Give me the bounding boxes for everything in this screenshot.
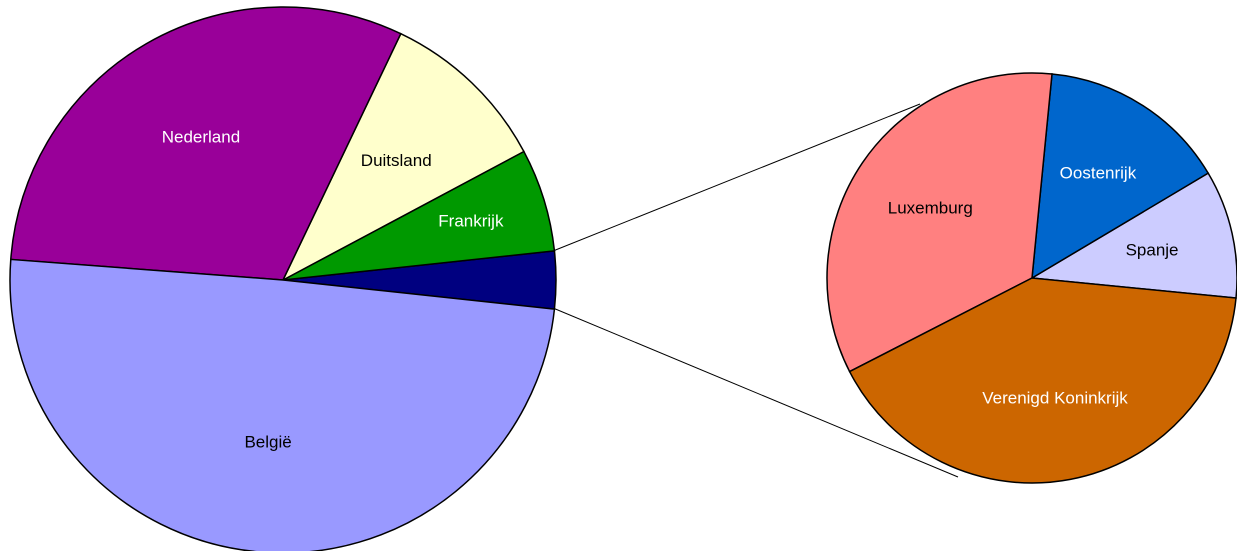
slice-label: Frankrijk: [438, 212, 504, 231]
slice-label: Verenigd Koninkrijk: [982, 388, 1128, 407]
pie-slice: [9, 6, 402, 281]
pie-slice: [1029, 172, 1237, 299]
pie-slice: [1031, 73, 1210, 280]
slice-label: Oostenrijk: [1060, 164, 1137, 183]
pie-slice: [848, 277, 1237, 484]
slice-label: Spanje: [1126, 241, 1179, 260]
pie-slice: [9, 258, 556, 551]
slice-label: België: [244, 433, 291, 452]
pie-slice: [281, 32, 525, 282]
pie-slice: [826, 72, 1053, 373]
connector-line: [552, 103, 921, 252]
slice-label: Nederland: [162, 128, 240, 147]
slice-label: Luxemburg: [888, 198, 973, 217]
slice-label: Duitsland: [361, 151, 432, 170]
connector-line: [552, 307, 959, 478]
